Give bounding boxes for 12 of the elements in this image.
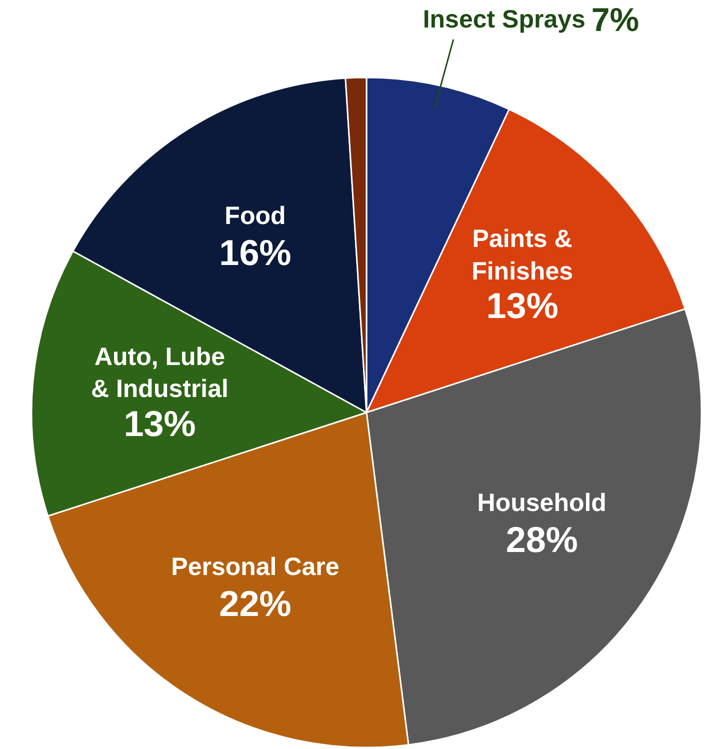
slice-label: Household — [477, 488, 606, 517]
data-label: 16% — [219, 232, 292, 274]
slice-label: Personal Care — [171, 552, 340, 581]
slice-label: Insect Sprays — [422, 5, 586, 34]
data-label: 7% — [591, 0, 640, 38]
data-label: 28% — [506, 518, 578, 560]
data-label: 13% — [486, 285, 558, 326]
slice-label: Food — [224, 202, 286, 230]
slice-label: Paints & Finishes — [472, 225, 574, 286]
data-label: 22% — [219, 582, 292, 624]
slice-label: Auto, Lube & Industrial — [90, 342, 228, 404]
data-label: 13% — [124, 402, 196, 444]
